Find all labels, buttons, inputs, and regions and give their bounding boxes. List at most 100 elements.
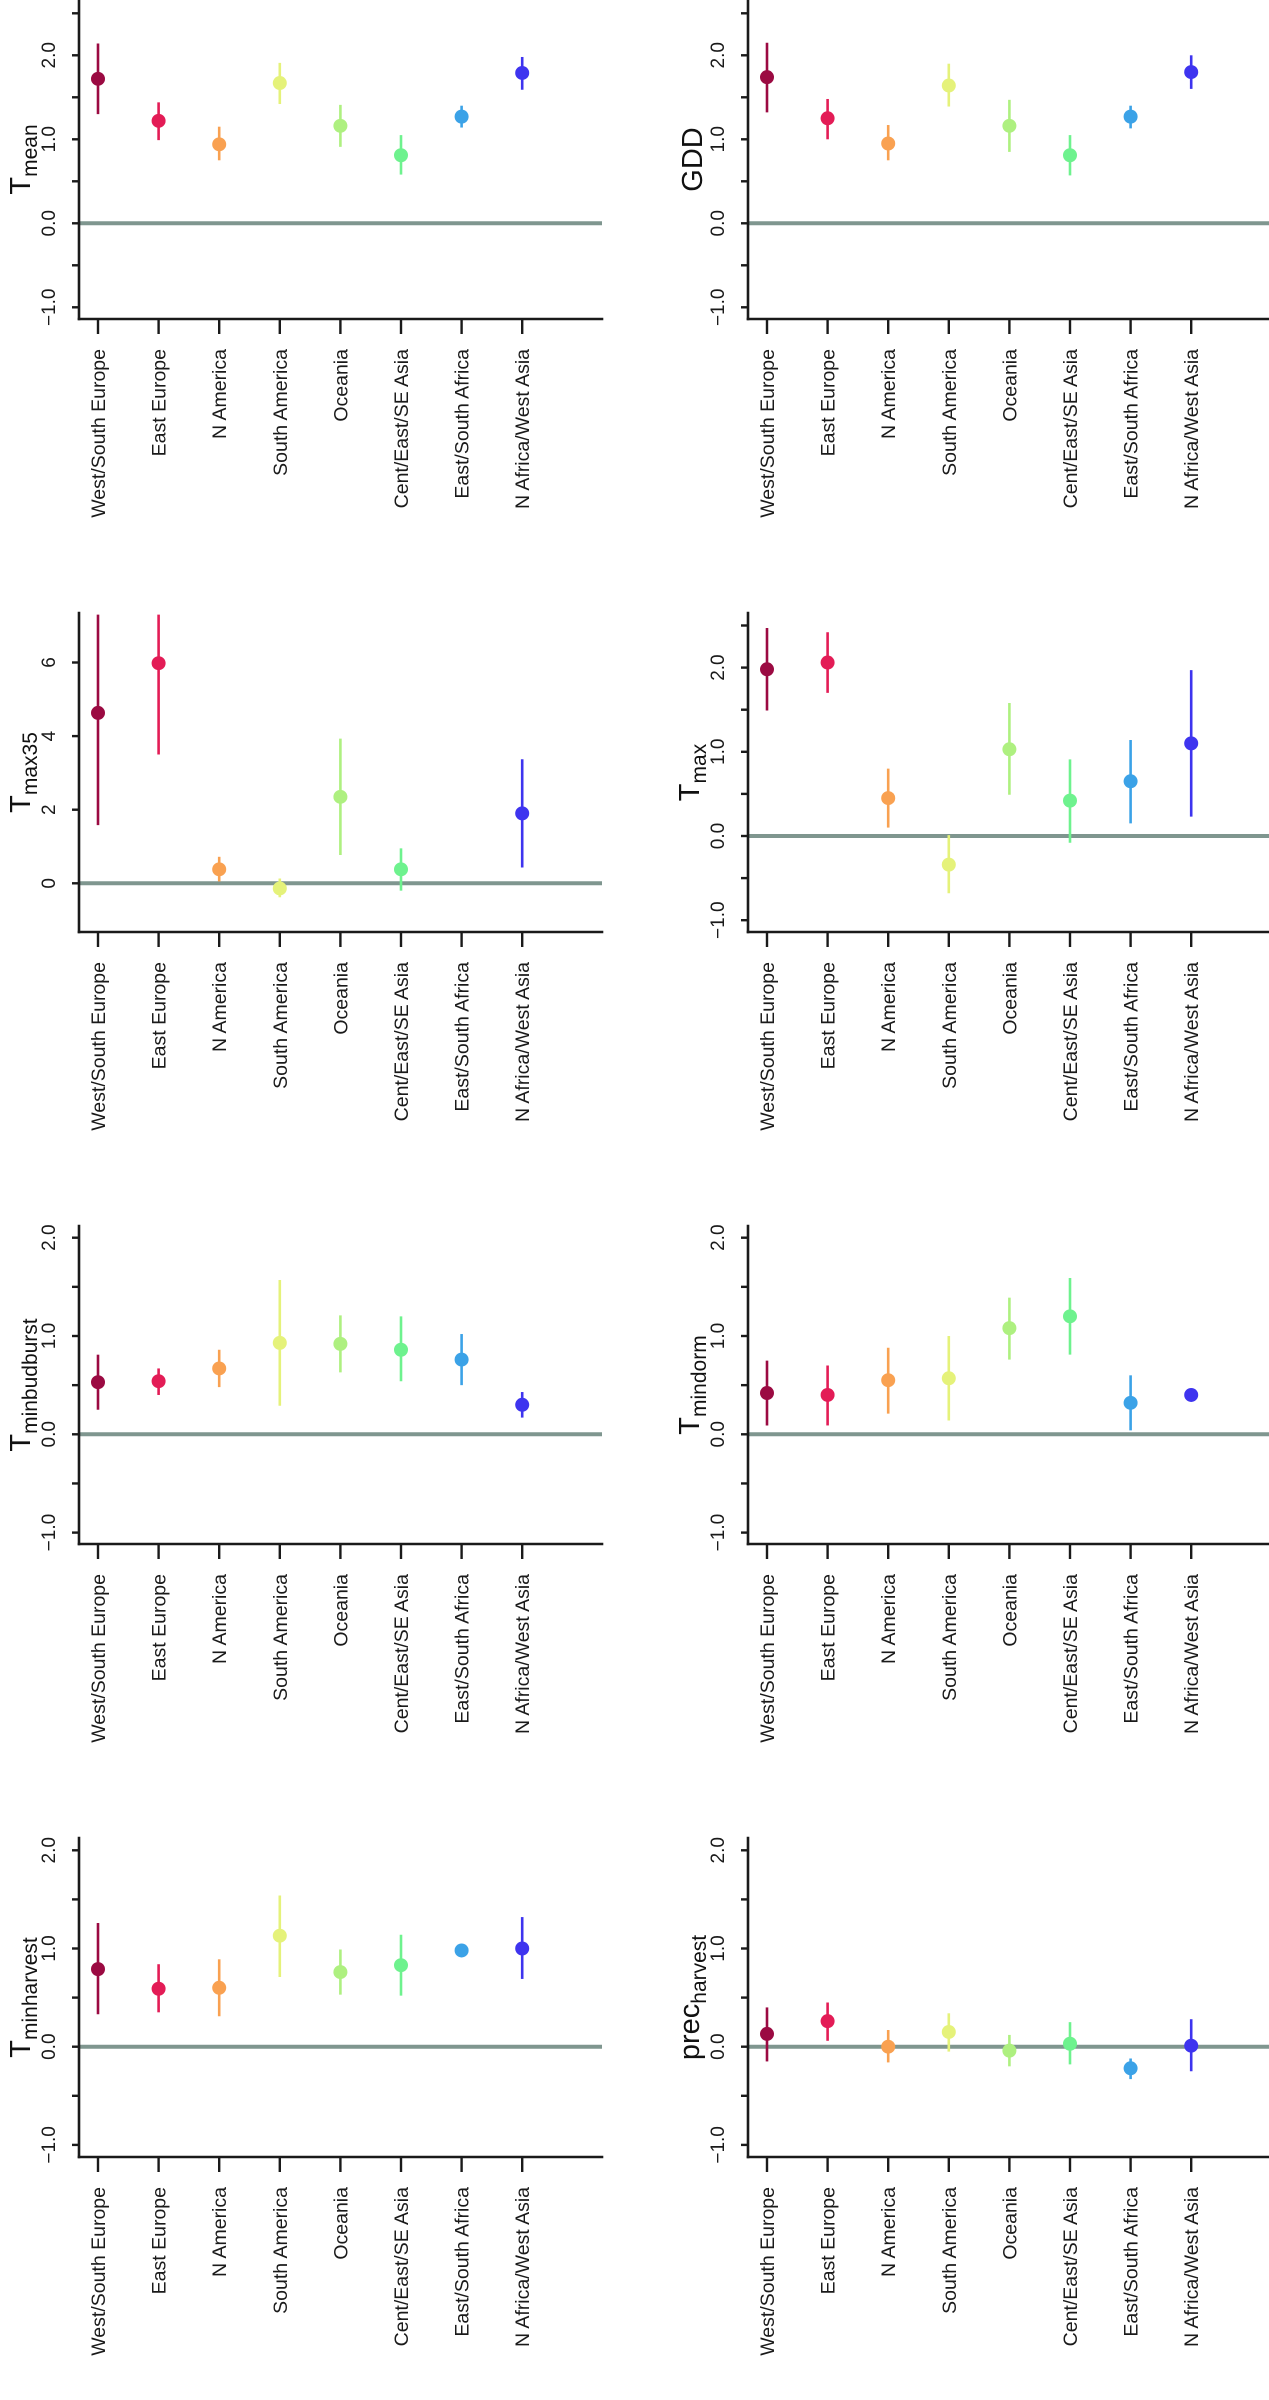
y-axis-title-main: GDD [677, 127, 709, 191]
y-axis-title: Tminharvest [5, 1937, 42, 2058]
data-point [333, 1336, 348, 1351]
x-category-label: East Europe [149, 349, 171, 456]
y-tick-label: 2.0 [39, 42, 60, 68]
data-point [151, 113, 166, 128]
x-category-label: N Africa/West Asia [512, 2187, 534, 2347]
data-point [212, 1980, 227, 1995]
data-point [394, 1342, 408, 1357]
x-category-label: East Europe [818, 962, 840, 1069]
y-tick-label: 1.0 [708, 739, 729, 765]
y-tick-label: 2 [39, 804, 60, 815]
y-axis-title: precharvest [674, 1935, 711, 2060]
data-point [1063, 793, 1077, 808]
y-tick-label: 0.0 [708, 823, 729, 849]
x-category-label: South America [939, 349, 961, 476]
y-axis-title: Tmean [5, 124, 42, 194]
x-category-label: East/South Africa [452, 1574, 474, 1724]
panel-tminbudburst: −1.0 0.0 1.0 2.0 Tminbudburst West/South Euro… [5, 1224, 604, 1743]
panel-tminharvest: −1.0 0.0 1.0 2.0 Tminharvest West/South Europ… [5, 1836, 604, 2356]
x-category-label: Oceania [999, 1574, 1021, 1647]
y-axis-title-subscript: mean [19, 124, 42, 177]
data-point [881, 1373, 896, 1388]
y-tick-label: 4 [39, 730, 60, 741]
data-layer [760, 628, 1199, 894]
panel-tmax: −1.0 0.0 1.0 2.0 Tmax West/South Europe East E… [674, 611, 1269, 1131]
x-category-label: South America [270, 349, 292, 476]
x-category-label: Cent/East/SE Asia [391, 349, 413, 508]
x-category-label: East/South Africa [1121, 962, 1143, 1112]
y-tick-label: 1.0 [39, 1323, 60, 1349]
x-category-label: N Africa/West Asia [512, 349, 534, 509]
y-axis-title-subscript: minbudburst [19, 1318, 42, 1434]
data-point [272, 1335, 287, 1350]
x-category-label: Oceania [330, 349, 352, 422]
y-axis-title-subscript: minharvest [19, 1937, 42, 2040]
data-point [881, 2039, 896, 2054]
y-tick-label: 0.0 [708, 1421, 729, 1447]
data-point [820, 1387, 835, 1402]
y-tick-label: 1.0 [39, 126, 60, 152]
data-point [91, 705, 105, 720]
x-category-label: East/South Africa [1121, 349, 1143, 499]
y-axis-title-subscript: max35 [19, 732, 42, 795]
x-category-label: Oceania [999, 2187, 1021, 2260]
x-category-label: South America [270, 962, 292, 1089]
data-point [760, 70, 774, 85]
y-axis-title: GDD [677, 127, 709, 191]
x-category-label: N Africa/West Asia [1181, 2187, 1203, 2347]
x-category-label: West/South Europe [88, 2187, 110, 2356]
x-category-label: Oceania [999, 349, 1021, 422]
y-tick-label: 2.0 [708, 1837, 729, 1863]
data-point [820, 655, 835, 670]
y-tick-label: −1.0 [39, 289, 60, 327]
data-point [515, 1397, 530, 1412]
y-tick-label: 6 [39, 657, 60, 668]
y-axis-title-subscript: harvest [688, 1935, 711, 2004]
y-axis-title-main: T [674, 1417, 706, 1435]
data-point [91, 1962, 105, 1977]
x-category-label: N Africa/West Asia [1181, 1574, 1203, 1734]
x-category-label: N America [209, 962, 231, 1052]
data-point [760, 662, 774, 677]
data-point [272, 881, 287, 896]
data-point [1184, 65, 1199, 80]
x-category-label: N Africa/West Asia [512, 962, 534, 1122]
x-category-label: East/South Africa [452, 349, 474, 499]
x-category-label: N Africa/West Asia [512, 1574, 534, 1734]
data-point [394, 1958, 408, 1973]
x-category-label: South America [270, 1574, 292, 1701]
y-tick-label: 1.0 [39, 1935, 60, 1961]
panel-tmean: −1.0 0.0 1.0 2.0 Tmean West/South Europe East … [5, 0, 604, 518]
data-point [941, 78, 956, 93]
y-tick-label: 2.0 [708, 1224, 729, 1250]
x-category-label: N America [209, 2187, 231, 2277]
data-point [333, 118, 348, 133]
y-tick-label: 0.0 [708, 210, 729, 236]
x-category-label: N America [878, 349, 900, 439]
data-point [515, 65, 530, 80]
x-category-label: Oceania [999, 962, 1021, 1035]
x-category-label: Cent/East/SE Asia [1060, 1574, 1082, 1733]
x-category-label: Cent/East/SE Asia [391, 1574, 413, 1733]
y-tick-label: 1.0 [708, 1935, 729, 1961]
y-tick-label: 2.0 [708, 42, 729, 68]
data-point [1184, 1387, 1199, 1402]
data-point [333, 1965, 348, 1980]
y-tick-label: 0 [39, 878, 60, 889]
data-point [1002, 742, 1017, 757]
data-point [941, 2024, 956, 2039]
data-point [881, 136, 896, 151]
y-tick-label: −1.0 [708, 901, 729, 939]
data-point [1123, 109, 1138, 124]
y-axis-title-subscript: mindorm [688, 1335, 711, 1417]
y-tick-label: −1.0 [39, 1514, 60, 1552]
x-category-label: West/South Europe [757, 1574, 779, 1743]
x-category-label: West/South Europe [88, 962, 110, 1131]
x-category-label: East/South Africa [452, 962, 474, 1112]
x-category-label: Cent/East/SE Asia [1060, 962, 1082, 1121]
data-point [1063, 1309, 1077, 1324]
y-tick-label: 0.0 [39, 210, 60, 236]
y-axis-title-subscript: max [688, 743, 711, 783]
y-axis-title: Tmax35 [5, 732, 42, 813]
